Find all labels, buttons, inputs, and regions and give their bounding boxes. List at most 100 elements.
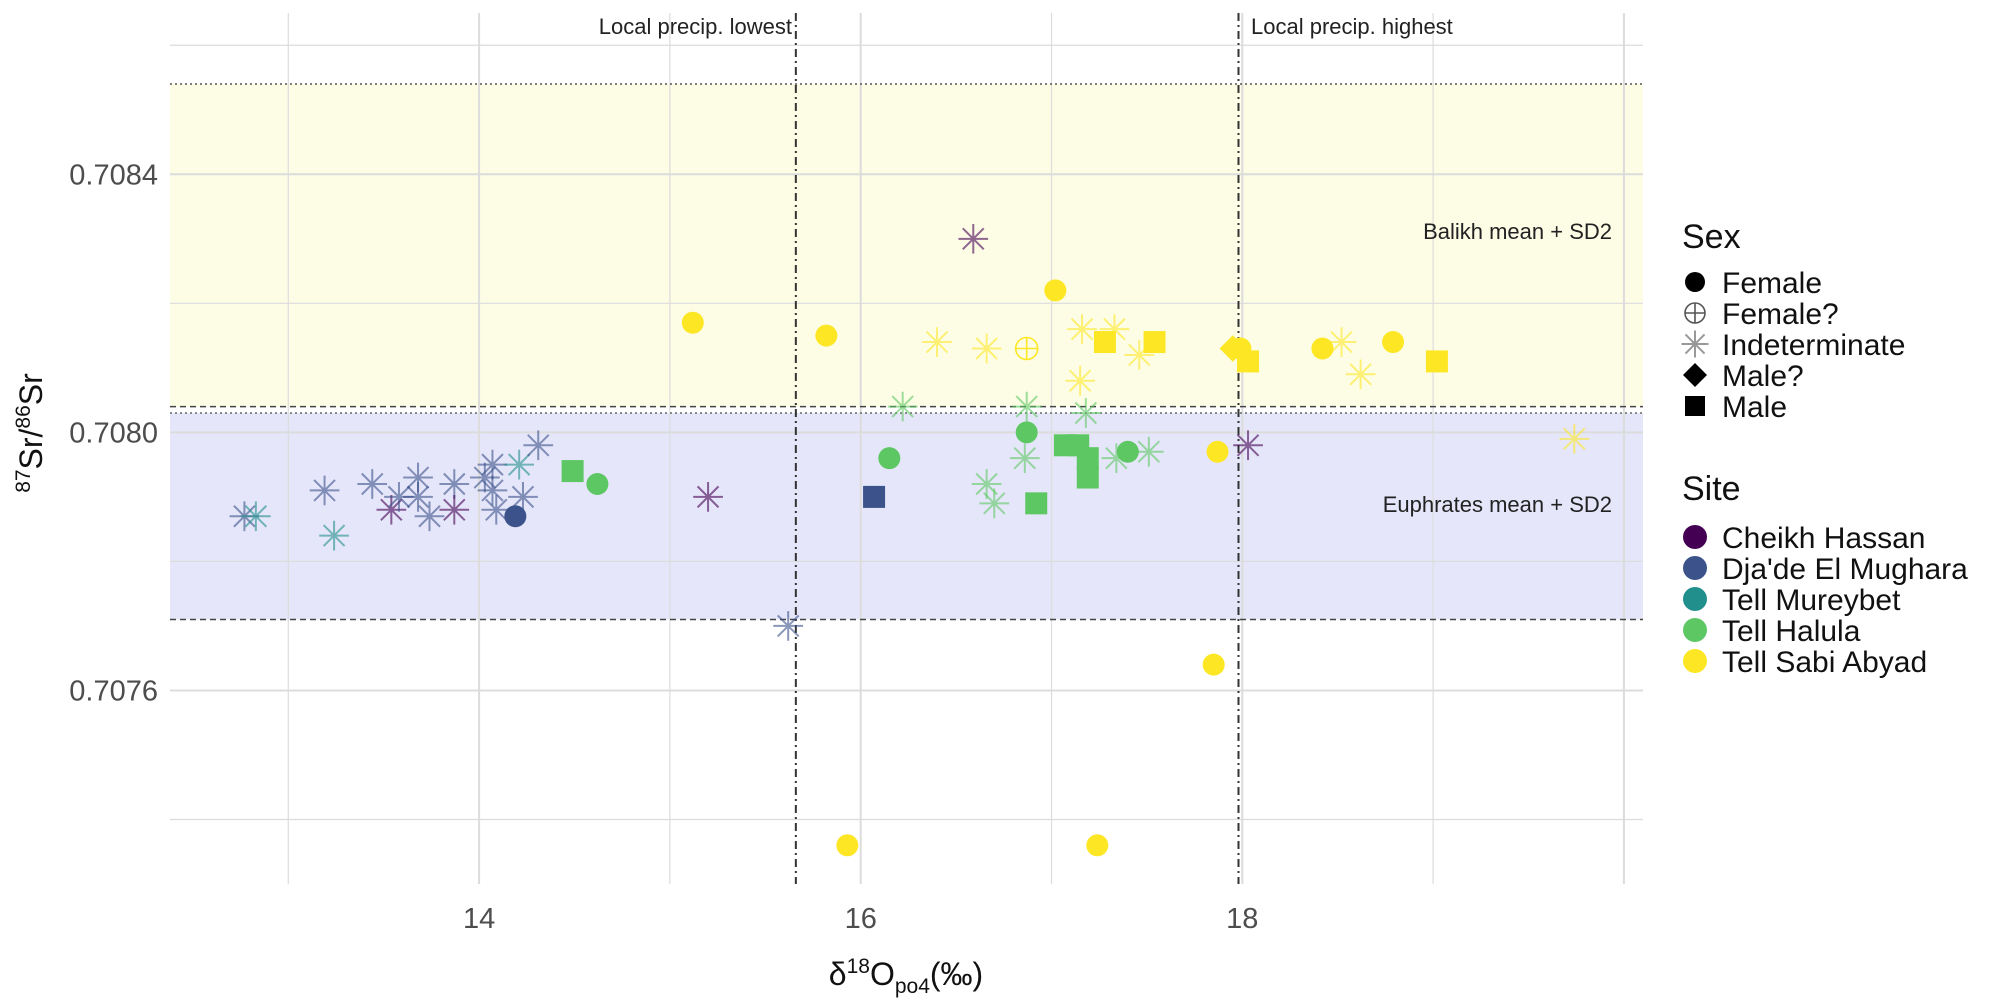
data-point	[1133, 436, 1164, 467]
data-point	[1093, 331, 1116, 354]
band-label-balikh: Balikh mean + SD2	[1423, 219, 1612, 244]
data-point	[309, 475, 340, 506]
data-point	[815, 324, 838, 347]
data-point	[1311, 337, 1334, 360]
legend-label-sex: Female	[1722, 267, 1822, 300]
data-point	[241, 501, 271, 532]
plus-part	[1685, 303, 1705, 323]
data-point	[1067, 314, 1097, 344]
plus-part	[1015, 337, 1038, 360]
legend-title-sex: Sex	[1682, 218, 1741, 256]
data-point	[693, 482, 723, 512]
data-point	[836, 834, 859, 857]
data-point	[1009, 443, 1040, 474]
data-point	[1076, 447, 1099, 470]
legend-title-site: Site	[1682, 470, 1741, 508]
data-point	[403, 482, 433, 512]
data-point	[979, 488, 1010, 519]
data-point	[477, 449, 508, 480]
data-point	[1382, 331, 1405, 354]
data-point	[586, 472, 609, 495]
vline-label-lowest: Local precip. lowest	[599, 14, 792, 39]
vline-label-highest: Local precip. highest	[1251, 14, 1453, 39]
data-point	[1044, 279, 1067, 302]
data-point	[439, 494, 470, 525]
data-point	[481, 494, 512, 525]
data-point	[1076, 466, 1099, 489]
legend: Sex Site FemaleFemale?IndeterminateMale?…	[1681, 218, 1968, 679]
x-tick-label: 14	[463, 903, 495, 935]
band-label-euphrates: Euphrates mean + SD2	[1383, 492, 1612, 517]
data-point	[1014, 336, 1039, 361]
band-0	[170, 83, 1643, 407]
legend-key-site	[1683, 618, 1707, 642]
legend-label-site: Tell Sabi Abyad	[1722, 646, 1927, 679]
legend-key-site	[1683, 587, 1707, 611]
legend-key-sex	[1685, 272, 1705, 292]
data-point	[1237, 350, 1260, 373]
data-point	[504, 505, 527, 528]
data-point	[561, 460, 584, 483]
data-point	[523, 430, 554, 461]
legend-label-site: Cheikh Hassan	[1722, 522, 1925, 555]
data-point	[1559, 423, 1590, 454]
legend-label-sex: Male?	[1722, 360, 1804, 393]
data-point	[376, 494, 407, 525]
data-point	[508, 482, 538, 512]
data-point	[357, 469, 388, 499]
x-tick-label: 18	[1226, 903, 1258, 935]
plot-background	[170, 83, 1643, 620]
data-point	[1071, 398, 1101, 428]
data-point	[1025, 492, 1048, 515]
data-point	[1233, 430, 1263, 461]
data-point	[1206, 440, 1229, 463]
axis-ticks: 14 16 18 0.7076 0.7080 0.7084	[69, 159, 1258, 935]
data-point	[863, 485, 886, 508]
data-point	[1345, 359, 1376, 390]
legend-label-sex: Indeterminate	[1722, 329, 1905, 362]
legend-key-site	[1683, 556, 1707, 580]
y-tick-label: 0.7084	[69, 159, 158, 191]
data-point	[1099, 314, 1130, 344]
legend-key-site	[1683, 525, 1707, 549]
data-point	[384, 482, 414, 512]
data-point	[1143, 331, 1166, 354]
legend-label-site: Dja'de El Mughara	[1722, 553, 1968, 586]
x-axis-title: δ18Opo4(‰)	[829, 955, 983, 998]
data-point	[1015, 421, 1038, 444]
y-tick-label: 0.7080	[69, 417, 158, 449]
legend-label-site: Tell Halula	[1722, 615, 1861, 648]
legend-key-sex	[1683, 363, 1707, 387]
y-axis-title: 87Sr/86Sr	[12, 373, 49, 493]
data-point	[504, 449, 535, 480]
data-point	[681, 311, 704, 334]
legend-key-sex	[1684, 302, 1706, 324]
data-point	[773, 611, 804, 641]
data-point	[1124, 340, 1155, 370]
legend-key-sex	[1681, 330, 1709, 358]
data-point	[878, 447, 901, 470]
data-point	[971, 333, 1002, 364]
legend-key-site	[1683, 649, 1707, 673]
legend-label-sex: Male	[1722, 391, 1787, 424]
legend-label-sex: Female?	[1722, 298, 1839, 331]
data-point	[922, 327, 952, 357]
data-point	[319, 520, 349, 551]
data-point	[403, 462, 433, 493]
reference-lines	[170, 13, 1643, 884]
y-tick-label: 0.7076	[69, 675, 158, 707]
data-point	[887, 391, 918, 422]
data-point	[1202, 653, 1225, 676]
data-point	[477, 475, 508, 506]
data-point	[414, 501, 445, 532]
data-point	[1326, 327, 1357, 357]
x-tick-label: 16	[845, 903, 877, 935]
data-point	[958, 223, 989, 254]
data-point	[1065, 365, 1095, 396]
legend-key-sex	[1685, 396, 1705, 416]
gridlines	[170, 13, 1643, 884]
data-point	[971, 469, 1002, 499]
data-point	[1101, 443, 1132, 474]
data-point	[439, 469, 470, 499]
